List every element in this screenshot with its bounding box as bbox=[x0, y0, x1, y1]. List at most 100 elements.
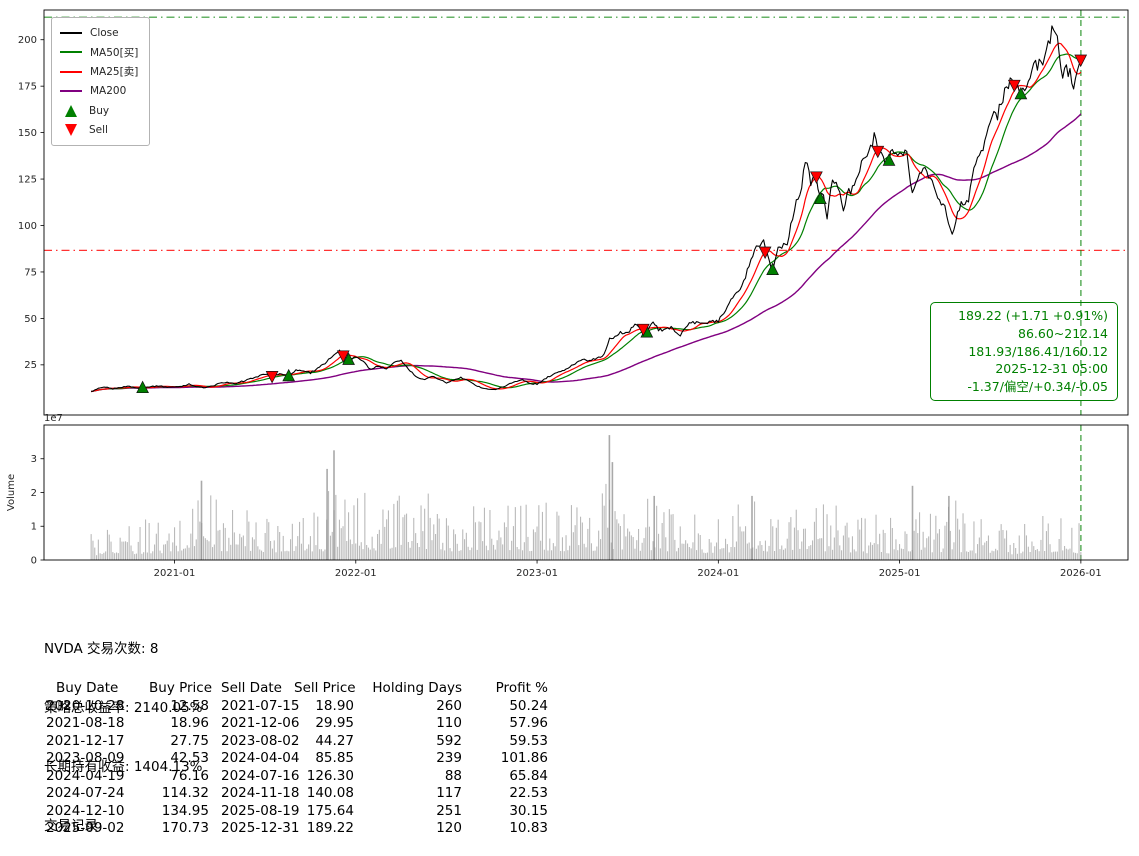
volume-bar bbox=[435, 534, 437, 560]
volume-bar bbox=[871, 544, 873, 560]
volume-bar bbox=[570, 505, 572, 560]
volume-bar bbox=[960, 552, 962, 560]
x-tick-label: 2023-01 bbox=[516, 568, 558, 579]
volume-bar bbox=[560, 551, 562, 560]
volume-bar bbox=[806, 549, 808, 560]
volume-bar bbox=[986, 541, 988, 560]
volume-bar bbox=[764, 540, 766, 560]
volume-bar bbox=[636, 540, 638, 560]
volume-bar bbox=[1009, 544, 1011, 560]
table-cell: 2020-10-28 bbox=[46, 697, 125, 714]
table-row: 2024-04-19 76.16 2024-07-16 126.30 88 65.84 bbox=[44, 768, 548, 786]
volume-bar bbox=[105, 551, 107, 560]
volume-bar bbox=[451, 551, 453, 560]
col-header-buy-date: Buy Date bbox=[56, 680, 119, 696]
volume-bar bbox=[955, 500, 957, 560]
volume-bar bbox=[161, 553, 163, 560]
volume-bar bbox=[520, 505, 522, 560]
volume-bar bbox=[598, 530, 600, 560]
volume-bar bbox=[1006, 530, 1008, 560]
volume-bar bbox=[781, 545, 783, 560]
volume-bar bbox=[813, 521, 815, 560]
volume-bar bbox=[96, 555, 98, 560]
volume-bar bbox=[590, 543, 592, 560]
volume-bar bbox=[1064, 546, 1066, 560]
volume-bar bbox=[420, 505, 422, 560]
volume-bar bbox=[212, 547, 214, 560]
volume-bar bbox=[273, 540, 275, 560]
table-cell: 2024-07-16 bbox=[221, 767, 300, 784]
table-row: 2024-12-10 134.95 2025-08-19 175.64 251 30.15 bbox=[44, 803, 548, 821]
buy-marker bbox=[766, 262, 779, 275]
volume-bar bbox=[777, 519, 779, 560]
ma25-line bbox=[90, 42, 1082, 393]
volume-bar bbox=[119, 537, 121, 560]
volume-bar bbox=[648, 526, 650, 560]
volume-bar bbox=[342, 526, 344, 560]
volume-bar bbox=[815, 508, 817, 560]
volume-bar bbox=[679, 526, 681, 560]
volume-bar bbox=[576, 507, 578, 560]
table-cell: 65.84 bbox=[509, 767, 548, 784]
volume-bar bbox=[721, 548, 723, 560]
volume-bar bbox=[442, 542, 444, 560]
volume-bar bbox=[962, 513, 964, 560]
volume-bar bbox=[940, 552, 942, 560]
volume-bar bbox=[768, 545, 770, 560]
volume-bar bbox=[716, 542, 718, 560]
table-cell: 2025-12-31 bbox=[221, 820, 300, 836]
volume-bar bbox=[369, 549, 371, 560]
volume-bar bbox=[246, 510, 248, 560]
table-cell: 2023-08-09 bbox=[46, 750, 125, 766]
col-header-sell-date: Sell Date bbox=[221, 680, 282, 696]
volume-bar bbox=[659, 548, 661, 560]
price-ytick-label: 50 bbox=[24, 314, 37, 325]
volume-bar bbox=[645, 527, 647, 560]
volume-bar bbox=[835, 505, 837, 560]
volume-bar bbox=[810, 545, 812, 560]
table-cell: 44.27 bbox=[315, 732, 354, 749]
volume-bar bbox=[164, 544, 166, 560]
volume-bar bbox=[496, 540, 498, 560]
volume-bar bbox=[862, 551, 864, 560]
volume-bar bbox=[197, 500, 199, 560]
volume-bar bbox=[366, 545, 368, 560]
volume-bar bbox=[842, 535, 844, 560]
volume-bar bbox=[1051, 552, 1053, 560]
volume-bar bbox=[991, 550, 993, 560]
volume-bar bbox=[199, 521, 201, 560]
volume-bar bbox=[498, 530, 500, 560]
volume-bar bbox=[344, 499, 346, 560]
volume-bar bbox=[329, 535, 331, 560]
volume-bar bbox=[797, 530, 799, 560]
annotation-time-line: 2025-12-31 05:00 bbox=[995, 361, 1108, 377]
x-tick-label: 2025-01 bbox=[879, 568, 921, 579]
volume-bar bbox=[630, 535, 632, 560]
table-cell: 85.85 bbox=[315, 750, 354, 766]
volume-bar bbox=[453, 529, 455, 560]
table-row: 2023-08-09 42.53 2024-04-04 85.85 239 101.86 bbox=[44, 750, 548, 768]
table-cell: 2024-07-24 bbox=[46, 785, 125, 801]
volume-bar bbox=[494, 549, 496, 560]
volume-bar bbox=[737, 504, 739, 560]
volume-bar bbox=[1071, 527, 1073, 560]
volume-bar bbox=[703, 552, 705, 560]
volume-bar bbox=[1025, 535, 1027, 560]
volume-bar bbox=[821, 538, 823, 560]
close-line-swatch bbox=[60, 31, 82, 34]
volume-bar bbox=[106, 529, 108, 560]
volume-bar bbox=[656, 505, 658, 560]
volume-bar bbox=[384, 526, 386, 560]
volume-spike-bar bbox=[751, 495, 753, 560]
volume-bar bbox=[880, 552, 882, 560]
volume-bar bbox=[772, 526, 774, 560]
volume-spike-bar bbox=[611, 462, 614, 560]
volume-bar bbox=[154, 544, 156, 560]
table-row: 2020-10-28 12.58 2021-07-15 18.90 260 50.24 bbox=[44, 698, 548, 716]
table-cell: 18.90 bbox=[315, 697, 354, 714]
volume-bar bbox=[998, 530, 1000, 560]
volume-bar bbox=[251, 537, 253, 560]
table-cell: 2021-12-06 bbox=[221, 715, 300, 731]
volume-bar bbox=[536, 526, 538, 560]
table-cell: 2021-08-18 bbox=[46, 715, 125, 731]
